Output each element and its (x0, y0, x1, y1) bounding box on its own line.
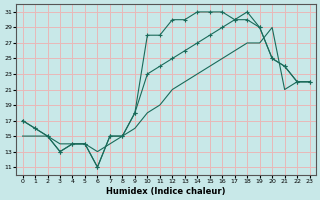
X-axis label: Humidex (Indice chaleur): Humidex (Indice chaleur) (106, 187, 226, 196)
